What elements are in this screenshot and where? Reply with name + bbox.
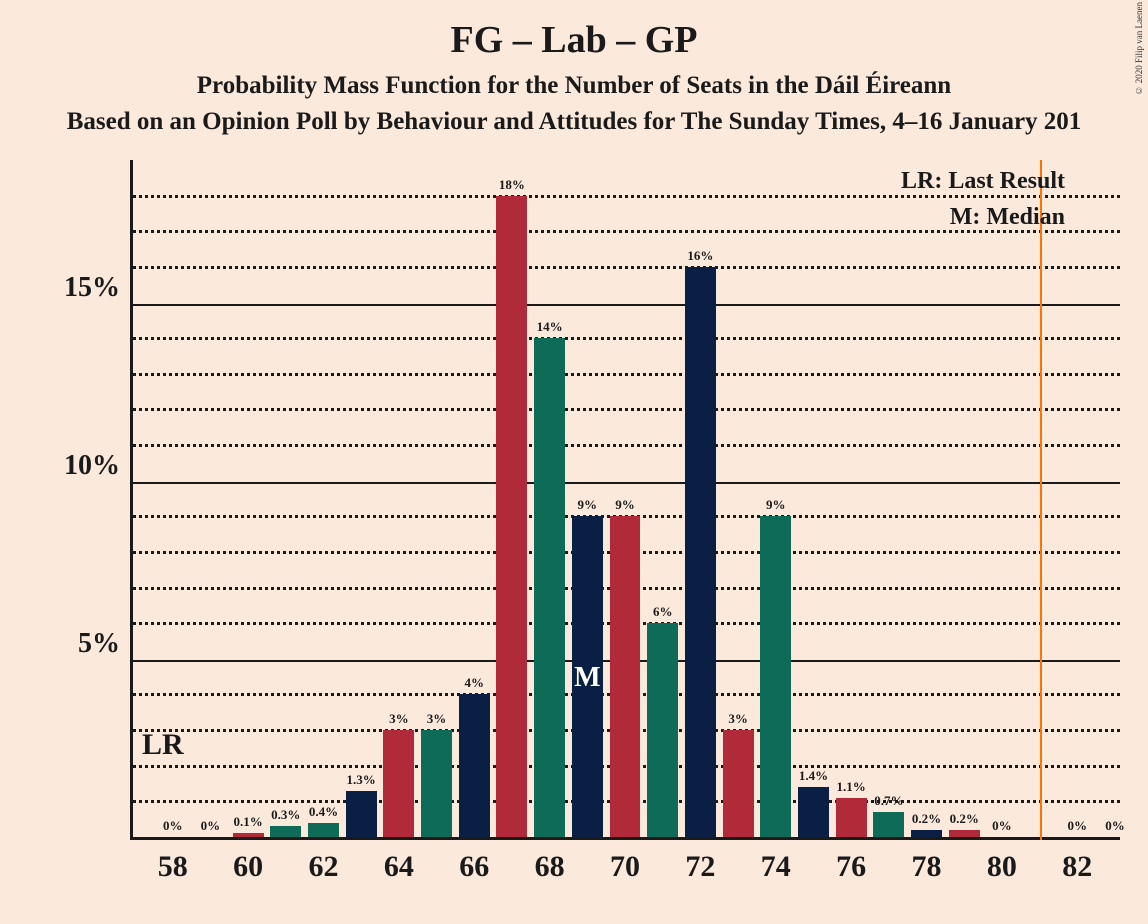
- bar: [421, 730, 452, 837]
- main-title: FG – Lab – GP: [0, 0, 1148, 62]
- legend-lr: LR: Last Result: [901, 168, 1065, 195]
- x-tick-label: 78: [912, 850, 942, 884]
- bar: [534, 338, 565, 837]
- bar: [873, 812, 904, 837]
- bar-value-label: 0.7%: [874, 793, 903, 809]
- subtitle-2: Based on an Opinion Poll by Behaviour an…: [0, 100, 1148, 136]
- grid-minor: [133, 408, 1120, 411]
- grid-major: [133, 304, 1120, 306]
- x-tick-label: 60: [233, 850, 263, 884]
- grid-minor: [133, 444, 1120, 447]
- bar-value-label: 0%: [1105, 818, 1125, 834]
- x-tick-label: 76: [836, 850, 866, 884]
- bar: [308, 823, 339, 837]
- y-tick-label: 5%: [78, 628, 120, 660]
- bar: [346, 791, 377, 837]
- y-tick-label: 15%: [64, 272, 120, 304]
- bar: [383, 730, 414, 837]
- grid-minor: [133, 195, 1120, 198]
- legend-m: M: Median: [950, 204, 1065, 231]
- x-tick-label: 66: [459, 850, 489, 884]
- bar-value-label: 9%: [766, 497, 786, 513]
- bar: [610, 516, 641, 837]
- x-axis: [130, 837, 1120, 840]
- bar-value-label: 0%: [1068, 818, 1088, 834]
- copyright-text: © 2020 Filip van Laenen: [1134, 2, 1144, 95]
- bar-value-label: 9%: [615, 497, 635, 513]
- lr-marker: LR: [142, 728, 184, 762]
- bar-value-label: 6%: [653, 604, 673, 620]
- x-tick-label: 74: [761, 850, 791, 884]
- bar-value-label: 1.3%: [347, 772, 376, 788]
- bar-value-label: 3%: [427, 711, 447, 727]
- bar: [459, 694, 490, 837]
- y-tick-label: 10%: [64, 450, 120, 482]
- bar-value-label: 14%: [537, 319, 563, 335]
- bar-value-label: 0.4%: [309, 804, 338, 820]
- x-tick-label: 58: [158, 850, 188, 884]
- bar: [723, 730, 754, 837]
- plot-area: 5%10%15%586062646668707274767880820%0%0.…: [130, 160, 1120, 840]
- subtitle-1: Probability Mass Function for the Number…: [0, 62, 1148, 100]
- bar-value-label: 0.3%: [271, 807, 300, 823]
- x-tick-label: 64: [384, 850, 414, 884]
- median-marker: M: [574, 662, 600, 694]
- bar: [949, 830, 980, 837]
- bar: [798, 787, 829, 837]
- bar: [685, 267, 716, 837]
- x-tick-label: 70: [610, 850, 640, 884]
- x-tick-label: 68: [535, 850, 565, 884]
- bar-value-label: 3%: [728, 711, 748, 727]
- grid-minor: [133, 266, 1120, 269]
- bar-value-label: 1.1%: [837, 779, 866, 795]
- bar: [270, 826, 301, 837]
- bar: [647, 623, 678, 837]
- bar-value-label: 1.4%: [799, 768, 828, 784]
- bar-value-label: 16%: [687, 248, 713, 264]
- bar-value-label: 9%: [578, 497, 598, 513]
- bar-value-label: 18%: [499, 177, 525, 193]
- chart-area: 5%10%15%586062646668707274767880820%0%0.…: [130, 160, 1120, 840]
- bar-value-label: 0%: [163, 818, 183, 834]
- x-tick-label: 82: [1062, 850, 1092, 884]
- grid-major: [133, 482, 1120, 484]
- bar-value-label: 4%: [464, 675, 484, 691]
- x-tick-label: 62: [308, 850, 338, 884]
- bar-value-label: 0.2%: [912, 811, 941, 827]
- y-axis: [130, 160, 133, 840]
- x-tick-label: 72: [685, 850, 715, 884]
- grid-minor: [133, 373, 1120, 376]
- bar: [836, 798, 867, 837]
- lr-line: [1040, 160, 1042, 840]
- bar-value-label: 3%: [389, 711, 409, 727]
- x-tick-label: 80: [987, 850, 1017, 884]
- bar-value-label: 0.2%: [950, 811, 979, 827]
- bar: [496, 196, 527, 837]
- bar-value-label: 0%: [992, 818, 1012, 834]
- bar: [233, 833, 264, 837]
- grid-minor: [133, 337, 1120, 340]
- bar: [760, 516, 791, 837]
- bar: [911, 830, 942, 837]
- bar-value-label: 0.1%: [233, 814, 262, 830]
- bar-value-label: 0%: [201, 818, 221, 834]
